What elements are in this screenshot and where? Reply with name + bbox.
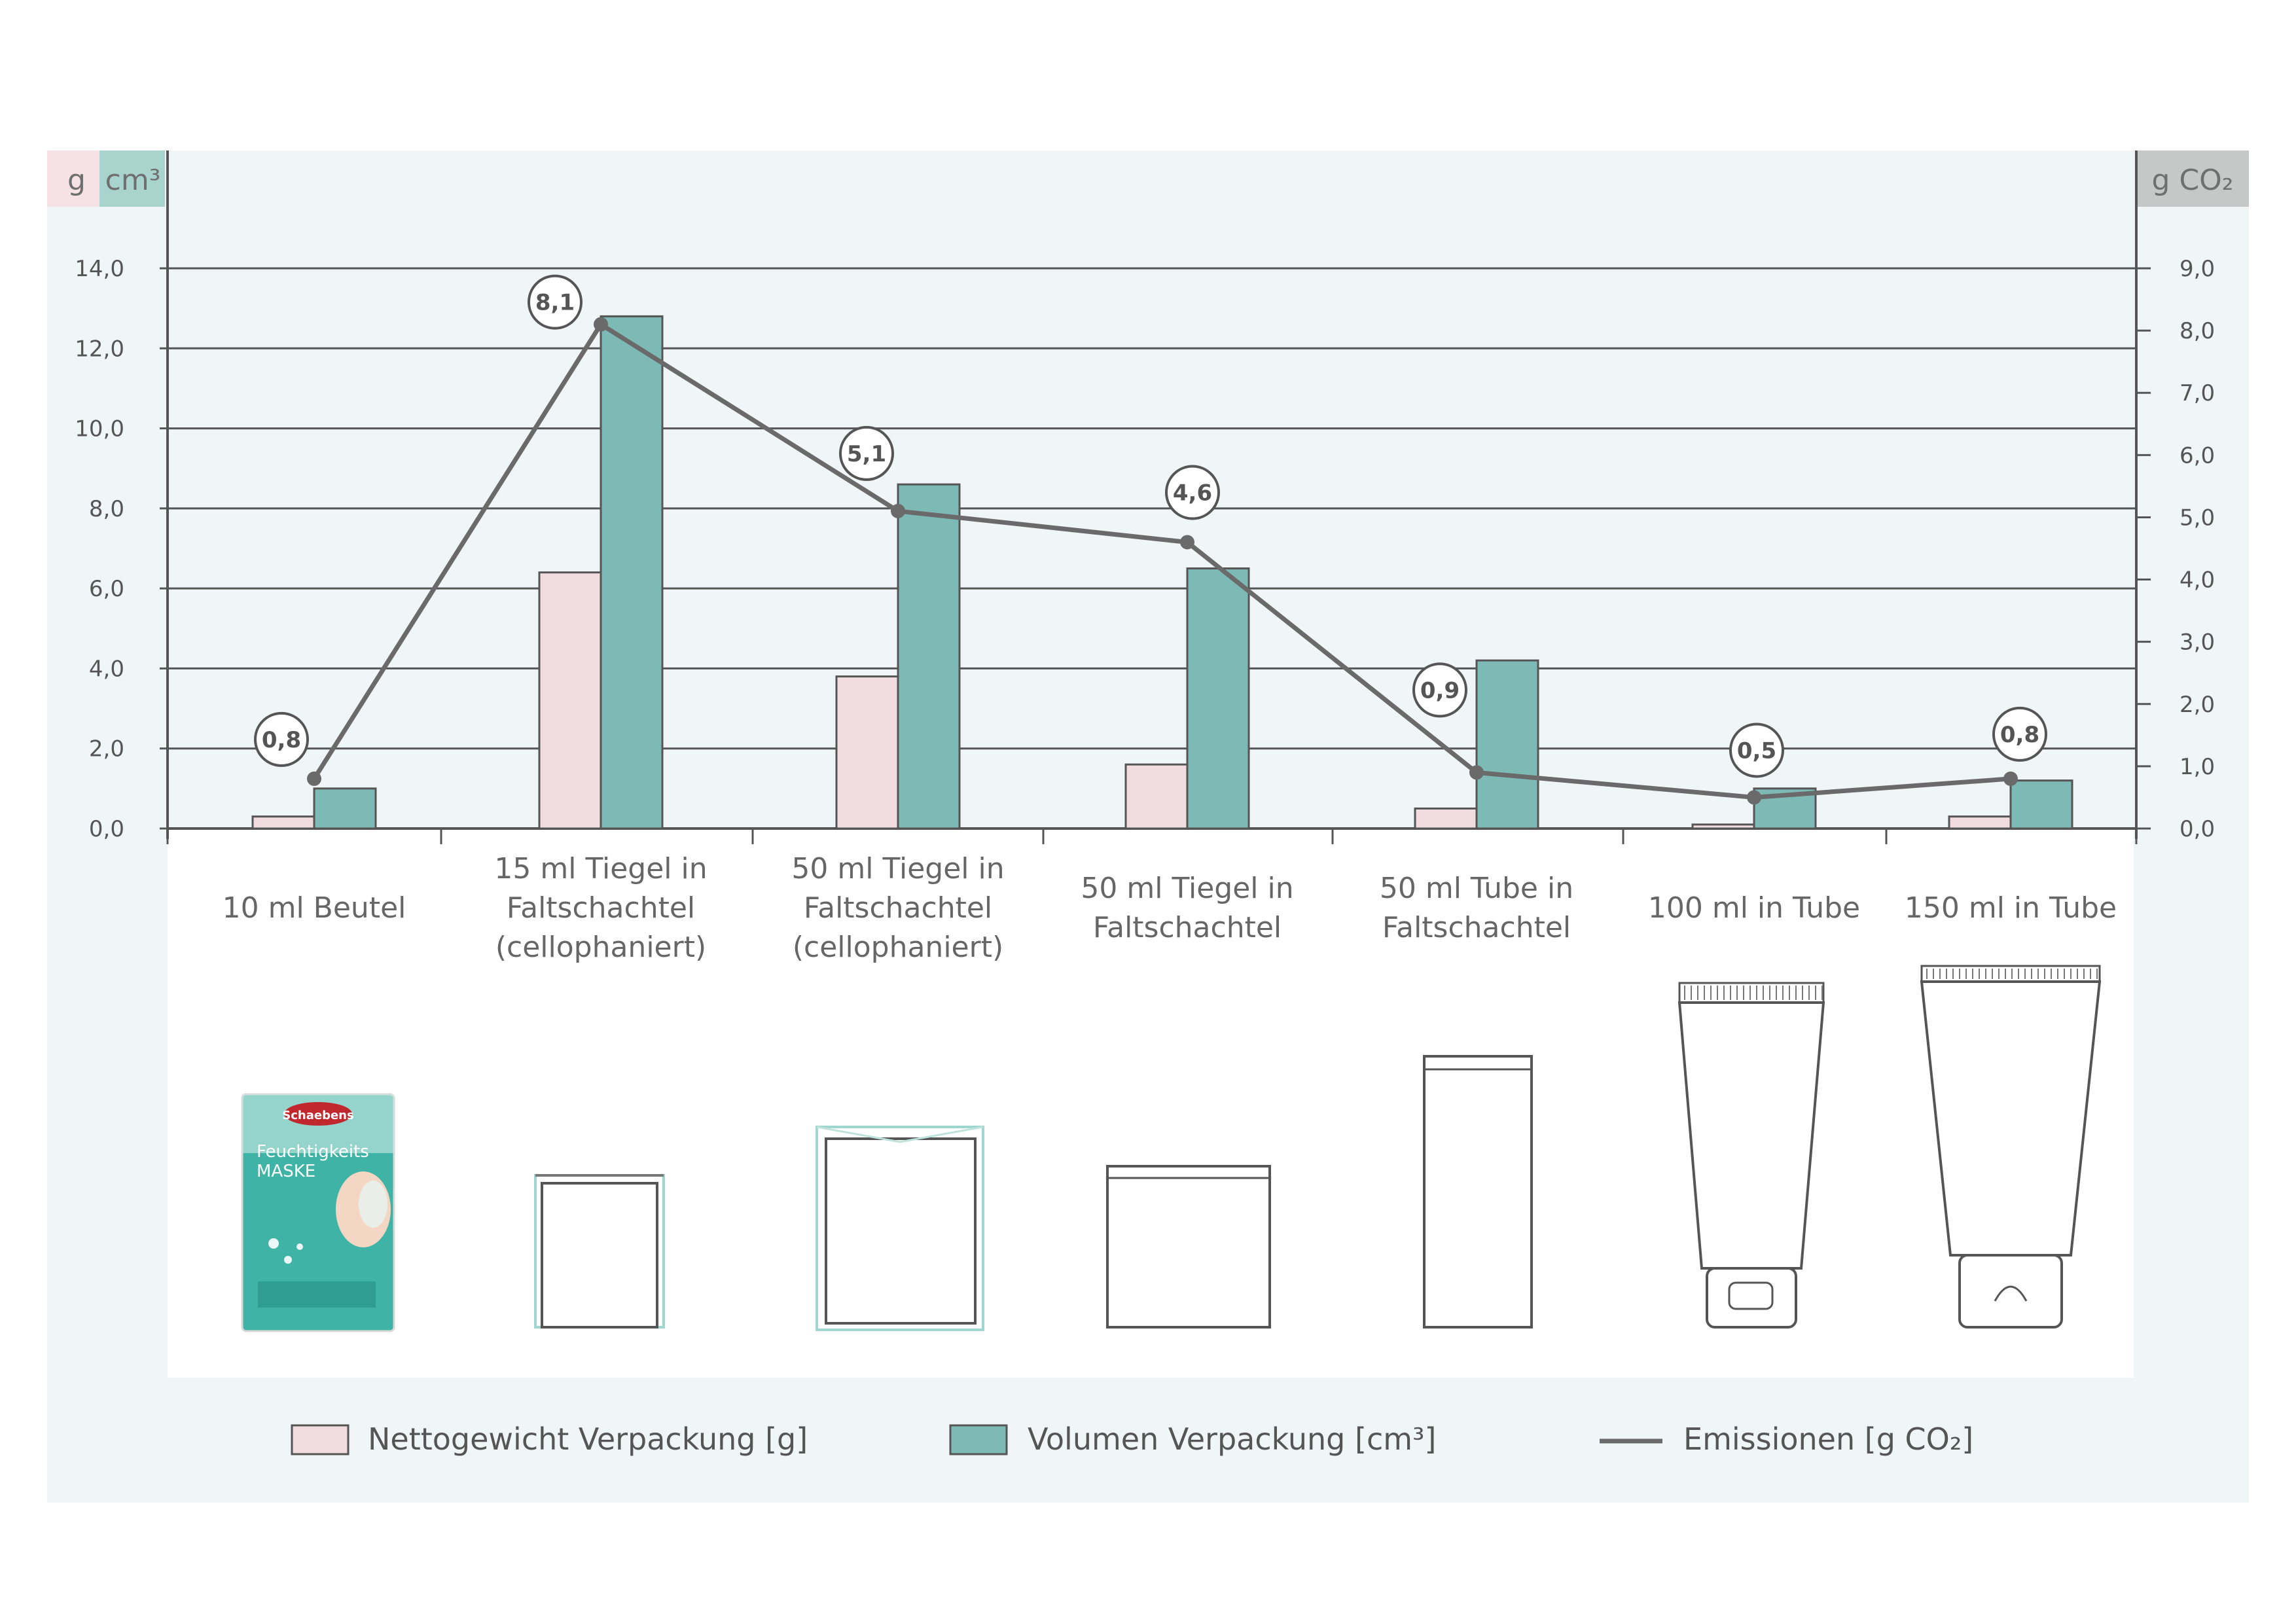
unit-volume: cm³: [105, 164, 161, 197]
category-label: 10 ml Beutel: [223, 891, 406, 925]
jar-carton-small-illustration: [534, 1174, 665, 1329]
emission-point: [891, 503, 905, 518]
emission-point: [2003, 771, 2018, 786]
unit-weight: g: [67, 164, 86, 197]
legend-swatch-weight: [291, 1424, 350, 1455]
right-tick-label: 8,0: [2179, 318, 2215, 344]
bar-volume: [897, 483, 961, 830]
sachet-title-1: Feuchtigkeits: [257, 1142, 369, 1162]
left-tick-label: 0,0: [89, 816, 124, 842]
emission-line-layer: 0,8 8,1 5,1 4,6 0,9 0,5 0,8: [254, 274, 2047, 805]
carton-illustration: [1106, 1165, 1271, 1329]
bar-volume: [1475, 659, 1539, 830]
right-tick-label: 4,0: [2179, 567, 2215, 594]
bar-weight: [1948, 815, 2012, 830]
category-label: 50 ml Tiegel in: [1081, 872, 1293, 905]
legend-label-emissions: Emissionen [g CO₂]: [1683, 1421, 1973, 1457]
sachet-illustration: Schaebens Feuchtigkeits MASKE: [241, 1093, 395, 1332]
emission-label-badge: [528, 274, 583, 330]
category-label: Faltschachtel: [1382, 911, 1571, 944]
emission-label-badge: [254, 711, 309, 767]
jar-carton-large-illustration: [816, 1126, 984, 1331]
emission-data-label: 4,6: [1173, 480, 1212, 506]
category-label: 100 ml in Tube: [1648, 891, 1860, 925]
emission-label-badge: [839, 425, 894, 481]
bar-weight: [835, 675, 899, 830]
emission-label-badge: [1729, 722, 1784, 778]
right-tick-label: 9,0: [2179, 256, 2215, 282]
category-label: Faltschachtel: [507, 891, 695, 925]
category-label: (cellophaniert): [495, 931, 706, 964]
right-tick-label: 2,0: [2179, 692, 2215, 718]
unit-emissions: g CO₂: [2152, 164, 2234, 197]
bar-weight: [538, 571, 602, 830]
tube-carton-illustration: [1423, 1055, 1533, 1329]
category-label: Faltschachtel: [804, 891, 992, 925]
bar-volume: [600, 315, 664, 830]
unit-box-weight: [47, 151, 99, 207]
package-illustrations: Schaebens Feuchtigkeits MASKE: [241, 965, 2102, 1332]
right-tick-label: 6,0: [2179, 442, 2215, 469]
unit-box-emissions: [2136, 151, 2249, 207]
left-tick-labels: 0,0 2,0 4,0 6,0 8,0 10,0 12,0 14,0: [75, 256, 124, 842]
sachet-title-2: MASKE: [257, 1162, 315, 1181]
left-tick-label: 8,0: [89, 496, 124, 522]
bar-volume: [313, 787, 377, 830]
category-label: 50 ml Tiegel in: [791, 852, 1004, 885]
tube-150-illustration: [1920, 965, 2102, 1329]
emission-data-label: 0,9: [1420, 677, 1460, 704]
category-label: (cellophaniert): [793, 931, 1003, 964]
emission-point: [1469, 765, 1484, 780]
legend-label-weight: Nettogewicht Verpackung [g]: [368, 1421, 808, 1457]
bar-volume: [1186, 567, 1250, 830]
bar-weight: [251, 815, 315, 830]
brand-label: Schaebens: [282, 1109, 353, 1122]
right-tick-label: 5,0: [2179, 505, 2215, 531]
category-label: 15 ml Tiegel in: [494, 852, 707, 885]
category-label: 150 ml in Tube: [1905, 891, 2117, 925]
category-labels: 10 ml Beutel 15 ml Tiegel in Faltschachtel…: [223, 852, 2117, 964]
right-tick-label: 1,0: [2179, 754, 2215, 780]
bar-weight: [1691, 823, 1755, 830]
right-tick-labels: 0,0 1,0 2,0 3,0 4,0 5,0 6,0 7,0 8,0 9,0: [2179, 256, 2215, 842]
left-tick-label: 14,0: [75, 256, 124, 282]
emission-point: [594, 317, 608, 332]
left-tick-label: 10,0: [75, 416, 124, 442]
right-tick-label: 7,0: [2179, 380, 2215, 406]
emission-data-label: 0,5: [1737, 738, 1776, 764]
emission-data-label: 0,8: [262, 727, 301, 753]
emission-point: [1180, 535, 1194, 550]
tube-100-illustration: [1677, 982, 1825, 1329]
unit-box-volume: [99, 151, 165, 207]
category-label: Faltschachtel: [1093, 911, 1282, 944]
bar-weight: [1414, 807, 1478, 830]
legend-swatch-volume: [949, 1424, 1008, 1455]
left-tick-label: 12,0: [75, 336, 124, 362]
emission-label-badge: [1992, 706, 2047, 762]
left-tick-label: 4,0: [89, 656, 124, 682]
right-tick-label: 0,0: [2179, 816, 2215, 842]
emission-data-label: 0,8: [2000, 722, 2039, 748]
bar-weight: [1124, 763, 1189, 830]
legend: Nettogewicht Verpackung [g] Volumen Verp…: [291, 1421, 1973, 1457]
legend-label-volume: Volumen Verpackung [cm³]: [1028, 1421, 1436, 1457]
emission-label-badge: [1165, 465, 1220, 520]
brand-badge: [284, 1102, 352, 1126]
emission-label-badge: [1412, 662, 1467, 718]
category-label: 50 ml Tube in: [1380, 872, 1573, 905]
left-tick-label: 6,0: [89, 576, 124, 602]
left-tick-label: 2,0: [89, 736, 124, 762]
emission-point: [307, 771, 321, 786]
bar-volume: [2009, 779, 2073, 830]
emission-data-label: 8,1: [535, 290, 575, 316]
emission-point: [1747, 790, 1761, 805]
right-tick-label: 3,0: [2179, 630, 2215, 656]
emission-data-label: 5,1: [847, 441, 886, 467]
